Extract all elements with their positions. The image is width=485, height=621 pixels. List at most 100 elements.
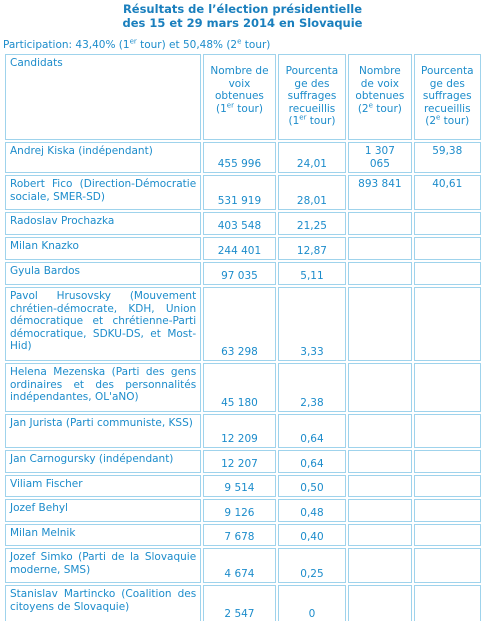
empty-cell xyxy=(413,287,481,361)
data-row: Andrej Kiska (indépendant) 455 996 24,01 1 … xyxy=(5,142,481,173)
empty-cell xyxy=(348,450,412,473)
superscript: e xyxy=(436,113,441,122)
value-cell: 9 514 xyxy=(203,475,276,497)
superscript: er xyxy=(226,101,234,109)
text: tour) et 50,48% (2 xyxy=(136,39,238,51)
value-cell: 0,50 xyxy=(277,475,347,497)
value-cell: 63 298 xyxy=(203,287,276,361)
text: tour) xyxy=(306,115,336,127)
candidate-cell: Viliam Fischer xyxy=(5,475,202,497)
candidate-cell: Andrej Kiska (indépendant) xyxy=(5,142,202,173)
data-row: Jan Carnogursky (indépendant) 12 207 0,64 xyxy=(5,450,481,473)
empty-cell xyxy=(348,548,412,583)
value-cell: 12 207 xyxy=(203,450,276,473)
text: Nombre de voix obtenues (2 xyxy=(355,65,405,115)
title-line: Résultats de l’élection présidentielle xyxy=(122,2,363,16)
title-line: des 15 et 29 mars 2014 en Slovaquie xyxy=(122,16,363,30)
candidate-cell: Stanislav Martincko (Coalition des citoy… xyxy=(5,585,202,621)
empty-cell xyxy=(413,450,481,473)
text: Participation: 43,40% (1 xyxy=(3,39,130,51)
text: tour) xyxy=(233,102,263,115)
empty-cell xyxy=(413,212,481,235)
text: Nombre de voix obtenues (1 xyxy=(210,65,269,115)
value-cell: 2,38 xyxy=(277,363,347,412)
value-cell: 40,61 xyxy=(413,175,481,210)
empty-cell xyxy=(348,524,412,546)
candidate-cell: Milan Melnik xyxy=(5,524,202,546)
data-row: Pavol Hrusovsky (Mouvement chrétien-démo… xyxy=(5,287,481,361)
text: Pourcentage des suffrages recueillis (1 xyxy=(285,65,339,127)
candidate-cell: Gyula Bardos xyxy=(5,262,202,285)
value-cell: 59,38 xyxy=(413,142,481,173)
value-cell: 45 180 xyxy=(203,363,276,412)
text: Candidats xyxy=(10,57,63,69)
value-cell: 97 035 xyxy=(203,262,276,285)
superscript: e xyxy=(368,101,373,109)
text: Pourcentage des suffrages recueillis (2 xyxy=(420,65,474,127)
data-row: Stanislav Martincko (Coalition des citoy… xyxy=(5,585,481,621)
value-cell: 244 401 xyxy=(203,237,276,260)
superscript: er xyxy=(129,37,137,46)
empty-cell xyxy=(413,585,481,621)
empty-cell xyxy=(348,237,412,260)
header-cell: Pourcentage des suffrages recueillis (2e… xyxy=(413,54,481,140)
empty-cell xyxy=(348,475,412,497)
value-cell: 0,25 xyxy=(277,548,347,583)
value-cell: 0,48 xyxy=(277,499,347,522)
text: tour) xyxy=(241,39,271,51)
value-cell: 12 209 xyxy=(203,414,276,448)
data-row: Gyula Bardos 97 035 5,11 xyxy=(5,262,481,285)
candidate-cell: Radoslav Prochazka xyxy=(5,212,202,235)
data-row: Milan Melnik 7 678 0,40 xyxy=(5,524,481,546)
header-cell: Nombre de voix obtenues (1er tour) xyxy=(203,54,276,140)
value-cell: 1 307 065 xyxy=(348,142,412,173)
candidate-cell: Jan Carnogursky (indépendant) xyxy=(5,450,202,473)
value-cell: 3,33 xyxy=(277,287,347,361)
data-row: Jozef Behyl 9 126 0,48 xyxy=(5,499,481,522)
value-cell: 531 919 xyxy=(203,175,276,210)
header-cell: Nombre de voix obtenues (2e tour) xyxy=(348,54,412,140)
empty-cell xyxy=(413,499,481,522)
text: tour) xyxy=(372,102,402,115)
empty-cell xyxy=(413,524,481,546)
candidate-cell: Helena Mezenska (Parti des gens ordinair… xyxy=(5,363,202,412)
empty-cell xyxy=(348,287,412,361)
empty-cell xyxy=(348,499,412,522)
data-row: Radoslav Prochazka 403 548 21,25 xyxy=(5,212,481,235)
candidate-cell: Pavol Hrusovsky (Mouvement chrétien-démo… xyxy=(5,287,202,361)
value-cell: 24,01 xyxy=(277,142,347,173)
data-row: Robert Fico (Direction-Démocratie social… xyxy=(5,175,481,210)
value-cell: 7 678 xyxy=(203,524,276,546)
empty-cell xyxy=(348,585,412,621)
candidate-cell: Jozef Simko (Parti de la Slovaquie moder… xyxy=(5,548,202,583)
value-cell: 12,87 xyxy=(277,237,347,260)
header-cell: Pourcentage des suffrages recueillis (1e… xyxy=(277,54,347,140)
empty-cell xyxy=(348,212,412,235)
data-row: Helena Mezenska (Parti des gens ordinair… xyxy=(5,363,481,412)
value-cell: 893 841 xyxy=(348,175,412,210)
value-cell: 0 xyxy=(277,585,347,621)
data-row: Jozef Simko (Parti de la Slovaquie moder… xyxy=(5,548,481,583)
data-row: Jan Jurista (Parti communiste, KSS) 12 20… xyxy=(5,414,481,448)
value-cell: 0,40 xyxy=(277,524,347,546)
empty-cell xyxy=(413,262,481,285)
empty-cell xyxy=(413,548,481,583)
empty-cell xyxy=(413,363,481,412)
data-row: Viliam Fischer 9 514 0,50 xyxy=(5,475,481,497)
value-cell: 2 547 xyxy=(203,585,276,621)
value-cell: 28,01 xyxy=(277,175,347,210)
value-cell: 21,25 xyxy=(277,212,347,235)
value-cell: 5,11 xyxy=(277,262,347,285)
candidate-cell: Jozef Behyl xyxy=(5,499,202,522)
value-cell: 9 126 xyxy=(203,499,276,522)
empty-cell xyxy=(348,363,412,412)
header-cell: Candidats xyxy=(5,54,202,140)
empty-cell xyxy=(348,262,412,285)
empty-cell xyxy=(413,414,481,448)
text: tour) xyxy=(440,115,470,127)
participation: Participation: 43,40% (1er tour) et 50,4… xyxy=(3,37,485,52)
header-row: Candidats Nombre de voix obtenues (1er to… xyxy=(5,54,481,140)
candidate-cell: Milan Knazko xyxy=(5,237,202,260)
results-table: Candidats Nombre de voix obtenues (1er to… xyxy=(3,52,483,621)
